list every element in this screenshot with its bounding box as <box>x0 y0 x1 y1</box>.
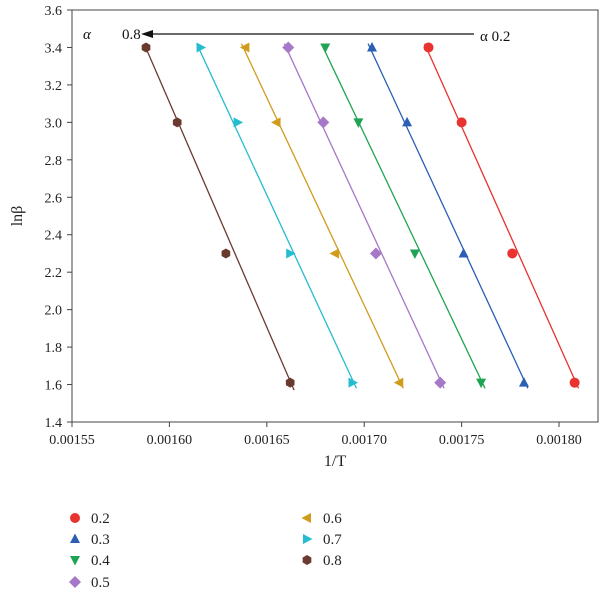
fit-line-0.6 <box>240 43 404 389</box>
data-point-0.3 <box>402 116 413 127</box>
y-tick-label: 3.2 <box>45 79 63 94</box>
x-axis-ticks: 0.00155 0.00160 0.00165 0.00170 0.00175 0.001… <box>49 422 582 448</box>
data-point-0.8 <box>172 117 182 128</box>
y-tick-label: 1.6 <box>45 379 63 394</box>
y-axis-ticks: 1.4 1.6 1.8 2.0 2.2 2.4 2.6 2.8 3.0 3.2 3.4 3.6 <box>45 4 72 431</box>
legend-item-0.2: 0.2 <box>70 511 110 527</box>
alpha-annotation: α 0.8 α 0.2 <box>83 27 510 45</box>
legend-marker-0.3 <box>70 533 80 543</box>
data-point-0.2 <box>456 117 467 128</box>
data-point-0.3 <box>367 41 378 52</box>
y-tick-label: 2.6 <box>45 191 63 206</box>
x-tick-label: 0.00175 <box>439 433 485 448</box>
legend-item-0.8: 0.8 <box>302 553 342 569</box>
data-point-0.6 <box>239 42 250 53</box>
fit-line-0.4 <box>320 43 486 389</box>
data-point-0.8 <box>285 377 295 388</box>
data-point-0.7 <box>286 248 296 259</box>
x-axis-label: 1/T <box>324 453 346 470</box>
fit-line-0.3 <box>367 43 529 389</box>
legend-item-0.4: 0.4 <box>70 553 110 569</box>
data-point-0.5 <box>282 41 295 54</box>
legend-marker-0.8 <box>302 555 312 565</box>
legend-item-0.5: 0.5 <box>69 575 110 591</box>
data-point-0.4 <box>476 378 487 389</box>
data-point-0.4 <box>353 118 364 128</box>
legend-marker-0.5 <box>69 576 81 588</box>
y-tick-label: 2.0 <box>45 304 63 319</box>
legend-label: 0.6 <box>323 511 342 527</box>
data-point-0.2 <box>507 248 518 259</box>
data-point-0.5 <box>369 247 382 260</box>
legend-marker-0.7 <box>303 534 313 544</box>
legend-marker-0.2 <box>70 513 80 523</box>
x-tick-label: 0.00170 <box>341 433 387 448</box>
legend-item-0.3: 0.3 <box>70 532 110 548</box>
legend-marker-0.6 <box>301 513 311 523</box>
legend-label: 0.7 <box>323 532 342 548</box>
data-point-0.6 <box>271 117 281 128</box>
y-tick-label: 3.0 <box>45 116 63 131</box>
data-point-0.2 <box>423 42 434 53</box>
x-tick-label: 0.00180 <box>536 433 582 448</box>
legend: 0.2 0.3 0.4 0.5 0.6 0.7 0.8 <box>69 511 342 591</box>
arrow-start-label: α 0.2 <box>480 29 510 45</box>
data-point-0.2 <box>569 377 580 388</box>
fit-line-0.5 <box>283 43 445 389</box>
y-axis-label: lnβ <box>9 206 26 227</box>
legend-marker-0.4 <box>70 556 80 566</box>
data-point-0.4 <box>409 249 420 259</box>
arrow-head-icon <box>141 30 153 38</box>
data-point-0.7 <box>348 377 359 388</box>
arrow-end-label: 0.8 <box>122 27 141 43</box>
y-tick-label: 2.4 <box>45 229 63 244</box>
plot-area <box>71 9 599 423</box>
x-tick-label: 0.00160 <box>147 433 193 448</box>
data-points <box>141 41 580 389</box>
legend-item-0.6: 0.6 <box>301 511 342 527</box>
data-point-0.8 <box>221 248 231 259</box>
y-tick-label: 1.8 <box>45 341 63 356</box>
fit-line-0.8 <box>143 43 295 391</box>
fit-line-0.2 <box>424 43 580 389</box>
y-tick-label: 1.4 <box>45 416 63 431</box>
legend-label: 0.3 <box>91 532 110 548</box>
data-point-0.3 <box>458 247 469 258</box>
data-point-0.5 <box>317 116 330 129</box>
y-tick-label: 2.2 <box>45 266 63 281</box>
x-tick-label: 0.00165 <box>244 433 290 448</box>
legend-label: 0.5 <box>91 575 110 591</box>
alpha-label: α <box>83 27 92 43</box>
data-point-0.4 <box>320 43 331 53</box>
legend-label: 0.8 <box>323 553 342 569</box>
legend-label: 0.4 <box>91 553 110 569</box>
data-point-0.5 <box>434 376 447 389</box>
y-tick-label: 3.6 <box>45 4 63 19</box>
data-point-0.7 <box>196 42 207 53</box>
data-point-0.8 <box>141 42 151 53</box>
x-tick-label: 0.00155 <box>49 433 95 448</box>
data-point-0.6 <box>393 377 404 388</box>
data-point-0.3 <box>518 377 529 387</box>
y-tick-label: 3.4 <box>45 41 63 56</box>
legend-item-0.7: 0.7 <box>303 532 342 548</box>
legend-label: 0.2 <box>91 511 110 527</box>
data-point-0.6 <box>329 248 339 259</box>
fit-line-0.7 <box>196 43 358 389</box>
fit-lines <box>143 43 580 391</box>
data-point-0.7 <box>233 117 244 128</box>
y-tick-label: 2.8 <box>45 154 63 169</box>
